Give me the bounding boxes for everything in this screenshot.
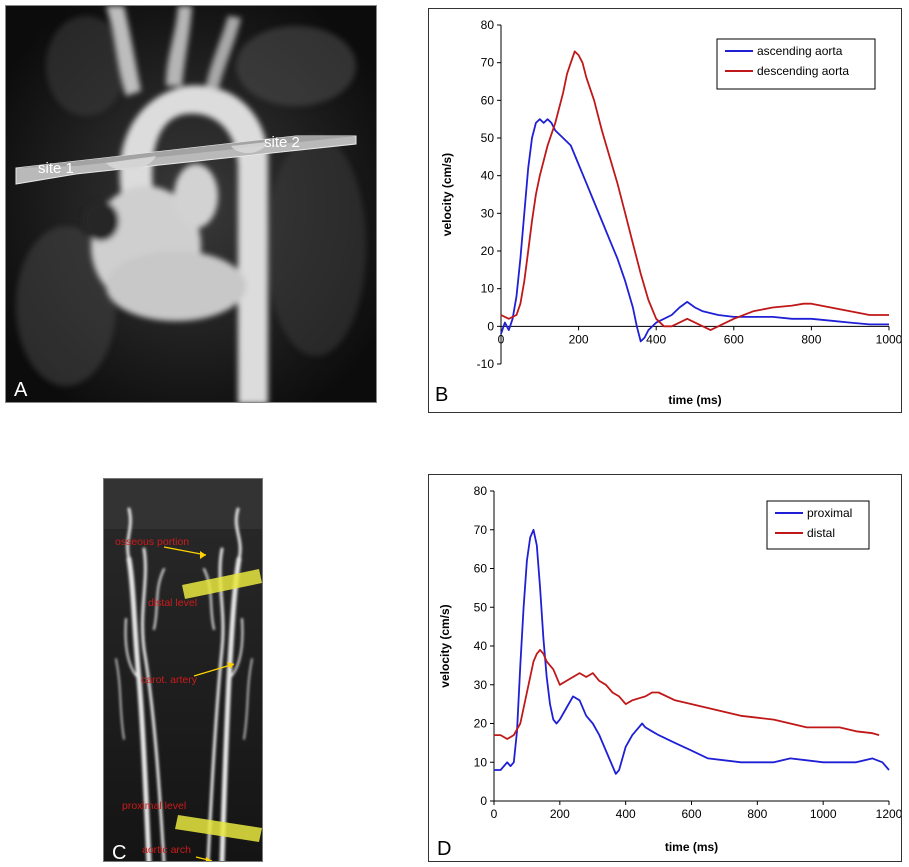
y-tick-label: 80 (481, 18, 495, 32)
x-tick-label: 200 (569, 332, 589, 346)
y-tick-label: 60 (474, 562, 488, 576)
series-line-0 (494, 528, 890, 775)
mra-neck-graphic: osseous portion distal level carot. arte… (104, 479, 262, 862)
y-tick-label: 10 (481, 282, 495, 296)
chart-d-frame: 0 10 20 30 40 50 60 70 80 0 200 400 600 800 1000 1200 ti… (428, 474, 903, 862)
osseous-portion-label: osseous portion (115, 536, 189, 548)
legend-box (766, 500, 870, 550)
x-tick-label: 200 (550, 807, 570, 821)
panel-c-letter: C (112, 842, 126, 862)
y-tick-label: 0 (480, 794, 487, 808)
x-tick-label: 0 (491, 807, 498, 821)
series-line-1 (500, 50, 889, 332)
x-tick-label: 800 (747, 807, 767, 821)
y-tick-label: 40 (474, 639, 488, 653)
y-tick-label: 0 (487, 319, 494, 333)
x-tick-label: 800 (801, 332, 821, 346)
legend-label-1: distal (807, 526, 835, 540)
x-tick-label: 600 (724, 332, 744, 346)
distal-level-label: distal level (148, 597, 197, 609)
x-tick-label: 1000 (876, 332, 901, 346)
y-tick-label: 30 (481, 206, 495, 220)
panel-a-letter: A (14, 379, 28, 401)
legend-label-0: ascending aorta (757, 44, 843, 58)
y-tick-label: 70 (474, 523, 488, 537)
legend-label-0: proximal (807, 506, 852, 520)
carotid-artery-label: carot. artery (141, 674, 198, 686)
y-tick-label: 30 (474, 678, 488, 692)
y-tick-label: 10 (474, 755, 488, 769)
y-tick-label: 50 (474, 600, 488, 614)
panel-letter: D (437, 838, 451, 860)
x-tick-label: 600 (681, 807, 701, 821)
mra-neck-image: osseous portion distal level carot. arte… (103, 478, 263, 862)
chart-b-frame: -10 0 10 20 30 40 50 60 70 80 0 200 400 600 800 1000 tim… (428, 8, 903, 413)
mri-aorta-graphic: site 1 site 2 A (6, 6, 376, 402)
legend-label-1: descending aorta (757, 64, 849, 78)
x-tick-label: 400 (646, 332, 666, 346)
y-tick-label: 60 (481, 93, 495, 107)
y-tick-label: 20 (474, 717, 488, 731)
x-axis-label: time (ms) (665, 840, 718, 854)
proximal-level-label: proximal level (122, 800, 186, 812)
x-axis-label: time (ms) (668, 393, 721, 407)
y-tick-label: 80 (474, 484, 488, 498)
y-tick-label: 50 (481, 131, 495, 145)
x-tick-label: 0 (498, 332, 505, 346)
y-tick-label: -10 (477, 357, 495, 371)
y-tick-label: 40 (481, 169, 495, 183)
y-tick-label: 20 (481, 244, 495, 258)
mri-aorta-image: site 1 site 2 A (5, 5, 377, 403)
legend-box (716, 38, 876, 90)
series-line-1 (494, 648, 880, 740)
site-2-label: site 2 (264, 134, 300, 151)
y-axis-label: velocity (cm/s) (440, 153, 454, 236)
site-1-label: site 1 (38, 160, 74, 177)
x-tick-label: 1200 (876, 807, 901, 821)
aortic-arch-label: aortic arch (142, 844, 191, 856)
y-tick-label: 70 (481, 56, 495, 70)
x-tick-label: 1000 (810, 807, 837, 821)
x-tick-label: 400 (616, 807, 636, 821)
panel-letter: B (435, 384, 448, 406)
y-axis-label: velocity (cm/s) (438, 604, 452, 687)
